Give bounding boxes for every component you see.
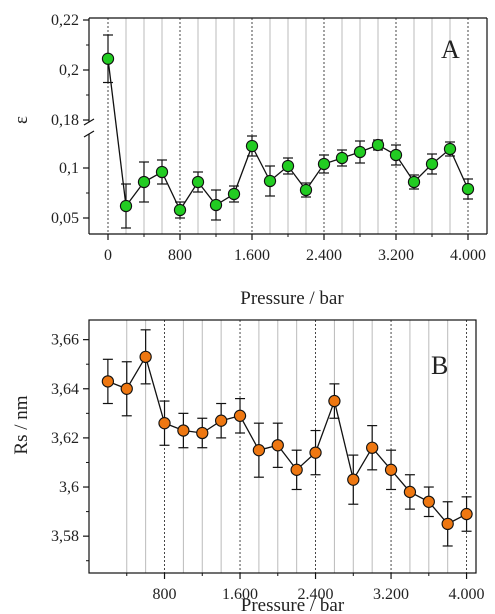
panel-b-point-16 bbox=[403, 485, 417, 499]
panel-a-y-axis-label: ε bbox=[11, 116, 32, 124]
panel-a-point-20 bbox=[461, 182, 475, 196]
panel-b-y-tick-label-0: 3,58 bbox=[51, 528, 79, 545]
panel-b-point-19 bbox=[460, 507, 473, 521]
panel-a-point-14 bbox=[353, 145, 367, 159]
panel-a-chart: 0 800 1.600 2.400 3.200 4.000 0,18 0,2 0,22 0,05 0… bbox=[11, 12, 488, 309]
panel-b-ticks: 800 1.600 2.400 3.200 4.000 3,58 3,6 3,62 3,64 3,… bbox=[51, 332, 485, 603]
panel-b-point-2 bbox=[139, 350, 152, 363]
panel-a-y-tick-label-upper-1: 0,2 bbox=[59, 62, 79, 79]
panel-b-x-tick-label-3: 3.200 bbox=[373, 586, 409, 603]
panel-a-point-17 bbox=[407, 175, 421, 189]
panel-a-x-tick-label-3: 2.400 bbox=[306, 247, 342, 264]
panel-a-axis-break-mark-1 bbox=[83, 118, 95, 126]
panel-a-y-tick-label-upper-0: 0,18 bbox=[51, 112, 79, 129]
panel-a-point-18 bbox=[425, 157, 439, 171]
panel-b-y-axis-label: Rs / nm bbox=[11, 395, 32, 454]
panel-a-x-tick-label-0: 0 bbox=[104, 247, 112, 264]
panel-b-point-7 bbox=[233, 409, 247, 422]
panel-b-data bbox=[101, 329, 473, 547]
panel-a-point-1 bbox=[119, 199, 133, 213]
panel-b-frame bbox=[88, 319, 477, 574]
panel-a-y-tick-label-lower-0: 0,05 bbox=[51, 210, 79, 227]
panel-a-point-7 bbox=[227, 187, 241, 201]
panel-b-point-8 bbox=[252, 444, 266, 457]
panel-a-x-tick-label-4: 3.200 bbox=[378, 247, 414, 264]
panel-b-x-axis-label: Pressure / bar bbox=[241, 595, 345, 614]
panel-b-x-tick-label-2: 2.400 bbox=[298, 586, 334, 603]
panel-a-x-axis-label: Pressure / bar bbox=[240, 288, 344, 309]
panel-a-point-12 bbox=[317, 157, 331, 171]
panel-a-axis-break-mark-2 bbox=[83, 130, 95, 138]
panel-a-point-8 bbox=[245, 139, 259, 153]
panel-a-x-tick-label-2: 1.600 bbox=[234, 247, 270, 264]
panel-b-x-tick-label-1: 1.600 bbox=[222, 586, 258, 603]
panel-b-point-18 bbox=[441, 517, 454, 531]
panel-b-point-4 bbox=[177, 424, 190, 437]
panel-a-point-9 bbox=[263, 174, 277, 188]
panel-a-x-tick-label-5: 4.000 bbox=[450, 247, 486, 264]
panel-b-point-14 bbox=[366, 441, 379, 454]
panel-a-ticks: 0 800 1.600 2.400 3.200 4.000 0,18 0,2 0,22 0,05 0… bbox=[51, 12, 486, 264]
panel-a-point-0 bbox=[101, 52, 115, 65]
panel-b-point-12 bbox=[328, 394, 341, 408]
panel-b-label: B bbox=[431, 351, 448, 380]
panel-b-point-17 bbox=[422, 495, 435, 508]
panel-a-grid bbox=[107, 18, 469, 234]
panel-b-point-0 bbox=[101, 375, 115, 388]
panel-b-point-5 bbox=[196, 426, 209, 440]
panel-b-point-6 bbox=[214, 414, 228, 427]
panel-b-point-9 bbox=[271, 439, 284, 452]
panel-b-x-tick-label-4: 4.000 bbox=[449, 586, 485, 603]
panel-a-point-6 bbox=[209, 198, 223, 212]
panel-a-point-19 bbox=[443, 142, 457, 156]
panel-a-point-3 bbox=[155, 165, 169, 179]
panel-b-y-tick-label-3: 3,64 bbox=[51, 381, 79, 398]
panel-b-x-tick-label-0: 800 bbox=[153, 586, 177, 603]
panel-b-series-line bbox=[107, 355, 467, 525]
panel-a-point-10 bbox=[281, 159, 295, 173]
panel-a-data bbox=[101, 34, 475, 229]
panel-b-y-tick-label-2: 3,62 bbox=[51, 430, 79, 447]
panel-a-y-tick-label-upper-2: 0,22 bbox=[51, 12, 79, 29]
panel-b-point-1 bbox=[120, 382, 133, 395]
panel-a-point-13 bbox=[335, 151, 349, 165]
panel-a-point-2 bbox=[137, 175, 151, 189]
panel-b-point-11 bbox=[309, 446, 322, 459]
panel-a-point-15 bbox=[371, 138, 385, 152]
panel-b-point-13 bbox=[347, 473, 360, 486]
panel-a-point-4 bbox=[173, 203, 187, 217]
panel-a-point-16 bbox=[389, 148, 403, 162]
panel-b-y-tick-label-4: 3,66 bbox=[51, 332, 79, 349]
panel-b-point-15 bbox=[384, 463, 398, 476]
panel-b-chart: 800 1.600 2.400 3.200 4.000 3,58 3,6 3,62 3,64 3,… bbox=[11, 319, 485, 614]
panel-a-point-11 bbox=[299, 183, 313, 197]
panel-b-axes bbox=[88, 319, 477, 574]
panel-a-x-tick-label-1: 800 bbox=[168, 247, 192, 264]
panel-a-point-5 bbox=[191, 175, 205, 189]
panel-b-grid bbox=[126, 320, 468, 573]
panel-a-label: A bbox=[441, 35, 460, 64]
panel-a-y-tick-label-lower-1: 0,1 bbox=[59, 160, 79, 177]
panel-b-y-tick-label-1: 3,6 bbox=[59, 479, 79, 496]
panel-b-point-3 bbox=[158, 417, 171, 430]
panel-b-point-10 bbox=[290, 463, 303, 476]
